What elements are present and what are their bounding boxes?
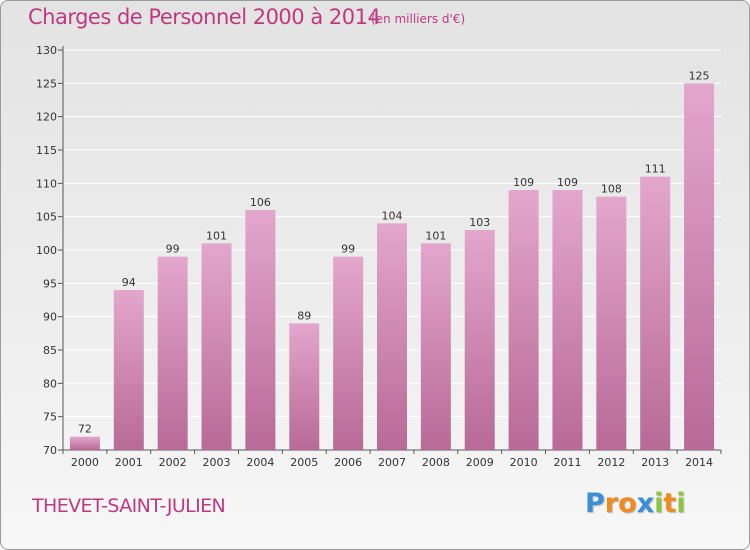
x-tick-label: 2003 <box>203 456 231 469</box>
bar <box>640 176 671 450</box>
data-label: 94 <box>122 276 136 289</box>
logo-letter: o <box>618 488 637 519</box>
data-label: 109 <box>513 176 534 189</box>
bar <box>420 243 451 450</box>
logo-letter: x <box>636 488 655 519</box>
data-label: 109 <box>557 176 578 189</box>
y-tick-label: 100 <box>36 244 57 257</box>
data-label: 72 <box>78 423 92 436</box>
proxiti-logo[interactable]: Proxiti <box>585 488 686 519</box>
data-label: 89 <box>297 309 311 322</box>
y-tick-label: 85 <box>43 344 57 357</box>
x-tick-label: 2012 <box>597 456 625 469</box>
bar <box>684 83 715 450</box>
logo-letter: r <box>604 488 619 519</box>
bar <box>508 190 539 450</box>
x-tick-label: 2005 <box>290 456 318 469</box>
bar <box>289 323 320 450</box>
chart-subtitle: (en milliers d'€) <box>371 12 466 26</box>
y-tick-label: 115 <box>36 144 57 157</box>
data-label: 101 <box>425 229 446 242</box>
logo-letter: i <box>654 488 664 519</box>
bar <box>69 436 100 450</box>
y-tick-label: 110 <box>36 177 57 190</box>
data-label: 108 <box>601 183 622 196</box>
bars <box>69 83 715 450</box>
x-tick-label: 2001 <box>115 456 143 469</box>
data-label: 111 <box>645 163 666 176</box>
logo-letter: t <box>663 488 677 519</box>
y-tick-label: 80 <box>43 377 57 390</box>
x-tick-label: 2004 <box>246 456 274 469</box>
bar <box>377 223 407 450</box>
x-tick-label: 2008 <box>422 456 450 469</box>
chart-title: Charges de Personnel 2000 à 2014 <box>28 5 381 29</box>
y-tick-label: 125 <box>36 77 57 90</box>
x-tick-label: 2014 <box>685 456 713 469</box>
data-label: 99 <box>341 243 355 256</box>
bar <box>596 196 627 450</box>
data-label: 99 <box>166 243 180 256</box>
x-tick-label: 2013 <box>641 456 669 469</box>
labels: 2000 72 2001 94 2002 99 2003 101 2004 106 2005 89 20… <box>71 69 713 469</box>
bar <box>464 230 495 450</box>
bar <box>245 210 276 450</box>
bar <box>113 290 144 450</box>
logo-letter: i <box>676 488 686 519</box>
logo-letter: P <box>585 488 605 519</box>
y-tick-label: 70 <box>43 444 57 457</box>
data-label: 101 <box>206 229 227 242</box>
x-tick-label: 2009 <box>466 456 494 469</box>
data-label: 104 <box>382 209 403 222</box>
bar <box>201 243 232 450</box>
y-tick-label: 120 <box>36 111 57 124</box>
commune-name: THEVET-SAINT-JULIEN <box>32 495 226 517</box>
x-tick-label: 2010 <box>510 456 538 469</box>
y-tick-label: 75 <box>43 411 57 424</box>
y-tick-label: 130 <box>36 44 57 57</box>
bar <box>333 256 364 450</box>
y-tick-label: 90 <box>43 311 57 324</box>
x-tick-label: 2006 <box>334 456 362 469</box>
axes: 70 75 80 85 90 95 100 105 110 115 120 125 130 <box>36 44 722 457</box>
bar <box>157 256 188 450</box>
data-label: 103 <box>469 216 490 229</box>
x-tick-label: 2007 <box>378 456 406 469</box>
data-label: 125 <box>689 69 710 82</box>
y-tick-label: 105 <box>36 211 57 224</box>
x-tick-label: 2011 <box>553 456 581 469</box>
y-tick-label: 95 <box>43 277 57 290</box>
x-tick-label: 2002 <box>159 456 187 469</box>
data-label: 106 <box>250 196 271 209</box>
x-tick-label: 2000 <box>71 456 99 469</box>
bar <box>552 190 583 450</box>
